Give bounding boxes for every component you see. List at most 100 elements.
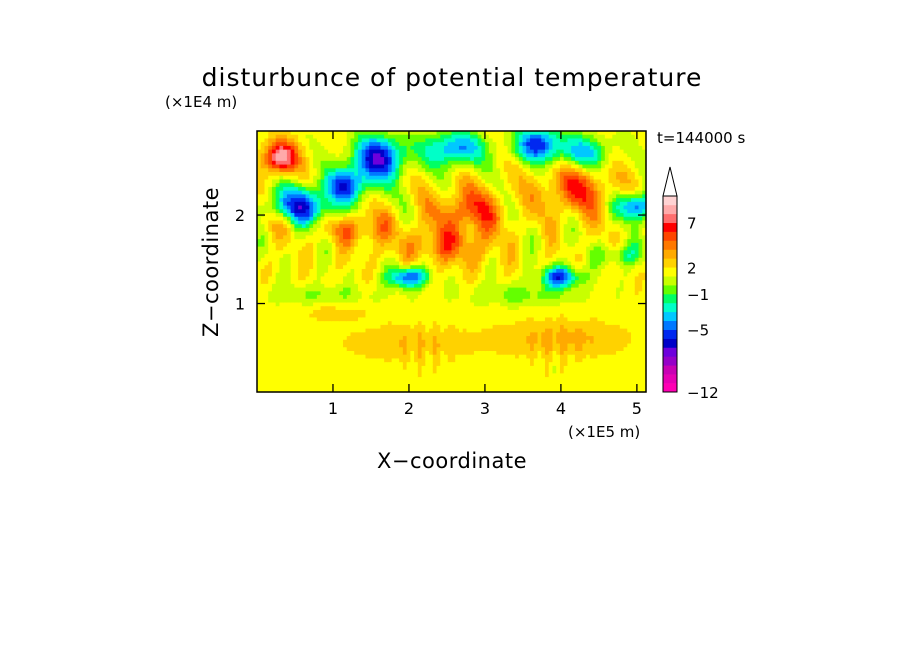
heatmap-cell — [500, 298, 505, 304]
heatmap-cell — [331, 179, 337, 184]
heatmap-cell — [357, 172, 363, 177]
heatmap-cell — [417, 227, 423, 233]
heatmap-cell — [271, 175, 277, 181]
heatmap-cell — [257, 190, 262, 195]
heatmap-cell — [425, 242, 430, 248]
heatmap-cell — [518, 209, 524, 214]
heatmap-cell — [511, 134, 516, 140]
heatmap-cell — [444, 339, 449, 345]
heatmap-cell — [391, 350, 396, 356]
heatmap-cell — [328, 209, 333, 214]
heatmap-cell — [500, 213, 505, 218]
heatmap-cell — [279, 328, 284, 333]
heatmap-cell — [283, 373, 288, 378]
heatmap-cell — [260, 350, 266, 356]
heatmap-cell — [481, 317, 486, 322]
heatmap-cell — [365, 365, 370, 371]
heatmap-cell — [369, 242, 374, 248]
heatmap-cell — [286, 145, 292, 151]
heatmap-cell — [305, 179, 310, 184]
heatmap-cell — [339, 339, 344, 345]
heatmap-cell — [395, 257, 400, 263]
heatmap-cell — [309, 324, 314, 330]
heatmap-cell — [268, 287, 273, 292]
heatmap-cell — [410, 134, 415, 140]
heatmap-cell — [444, 131, 449, 136]
heatmap-cell — [301, 179, 307, 184]
heatmap-cell — [260, 283, 266, 289]
heatmap-cell — [444, 145, 449, 151]
heatmap-cell — [301, 339, 307, 345]
heatmap-cell — [500, 175, 505, 181]
heatmap-cell — [477, 205, 483, 210]
heatmap-cell — [328, 205, 333, 210]
heatmap-cell — [503, 321, 509, 326]
heatmap-cell — [320, 209, 325, 214]
heatmap-cell — [279, 388, 284, 393]
heatmap-cell — [395, 209, 400, 214]
heatmap-cell — [305, 369, 310, 374]
heatmap-cell — [309, 164, 314, 169]
heatmap-cell — [455, 175, 460, 181]
heatmap-cell — [496, 324, 501, 330]
heatmap-cell — [354, 384, 359, 389]
heatmap-cell — [350, 306, 355, 311]
heatmap-cell — [503, 186, 509, 192]
heatmap-cell — [328, 175, 333, 181]
heatmap-cell — [365, 239, 370, 244]
heatmap-cell — [522, 168, 527, 173]
heatmap-cell — [500, 186, 505, 192]
heatmap-cell — [436, 350, 441, 356]
heatmap-cell — [346, 373, 352, 378]
heatmap-cell — [305, 332, 310, 337]
heatmap-cell — [305, 339, 310, 345]
heatmap-cell — [320, 175, 325, 181]
heatmap-cell — [305, 291, 310, 296]
heatmap-cell — [492, 242, 497, 248]
heatmap-cell — [417, 287, 423, 292]
heatmap-cell — [309, 380, 314, 386]
heatmap-cell — [369, 309, 374, 315]
heatmap-cell — [301, 142, 307, 147]
heatmap-cell — [425, 164, 430, 169]
heatmap-cell — [376, 309, 382, 315]
heatmap-cell — [462, 153, 468, 158]
heatmap-cell — [372, 164, 378, 169]
heatmap-cell — [268, 324, 273, 330]
heatmap-cell — [500, 328, 505, 333]
heatmap-cell — [365, 362, 370, 367]
heatmap-cell — [395, 354, 400, 360]
heatmap-cell — [369, 373, 374, 378]
heatmap-cell — [503, 309, 509, 315]
heatmap-cell — [488, 313, 494, 319]
heatmap-cell — [268, 317, 273, 322]
heatmap-cell — [440, 298, 445, 304]
heatmap-cell — [361, 254, 367, 259]
heatmap-cell — [279, 309, 284, 315]
heatmap-cell — [440, 190, 445, 195]
heatmap-cell — [283, 380, 288, 386]
heatmap-cell — [316, 179, 322, 184]
heatmap-cell — [294, 265, 299, 270]
heatmap-cell — [298, 131, 303, 136]
heatmap-cell — [384, 388, 389, 393]
heatmap-cell — [402, 213, 408, 218]
heatmap-cell — [328, 276, 333, 281]
heatmap-cell — [395, 328, 400, 333]
heatmap-cell — [335, 283, 340, 289]
heatmap-cell — [496, 362, 501, 367]
heatmap-cell — [328, 377, 333, 382]
heatmap-cell — [481, 332, 486, 337]
heatmap-cell — [372, 384, 378, 389]
heatmap-cell — [440, 168, 445, 173]
heatmap-cell — [421, 205, 426, 210]
heatmap-cell — [331, 246, 337, 251]
heatmap-cell — [369, 145, 374, 151]
heatmap-cell — [257, 298, 262, 304]
heatmap-cell — [492, 287, 497, 292]
heatmap-cell — [496, 160, 501, 166]
heatmap-cell — [485, 213, 490, 218]
heatmap-cell — [410, 213, 415, 218]
heatmap-cell — [290, 194, 295, 199]
heatmap-cell — [451, 168, 456, 173]
